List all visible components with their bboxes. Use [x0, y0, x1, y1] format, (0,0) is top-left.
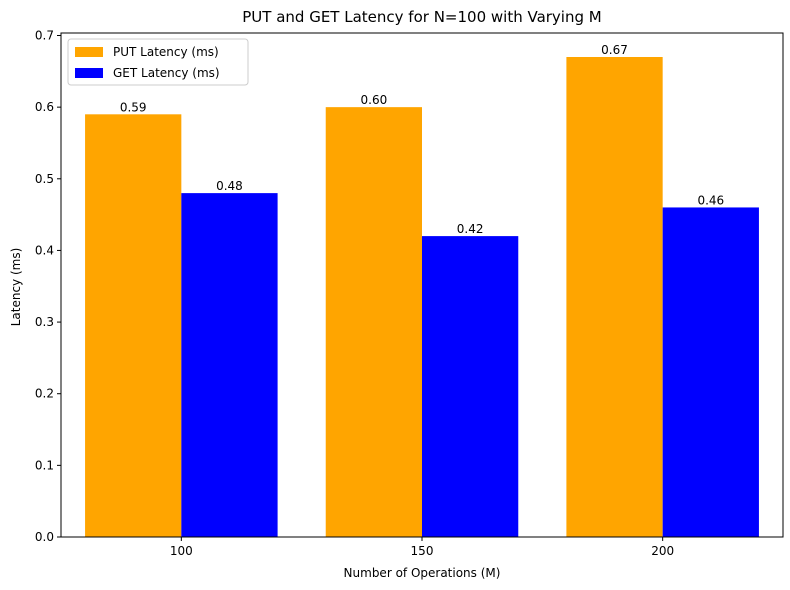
data-label-put-100: 0.59	[120, 100, 147, 114]
bar-put-200	[566, 57, 663, 537]
data-label-put-150: 0.60	[361, 93, 388, 107]
y-tick-label: 0.6	[35, 100, 54, 114]
y-tick-label: 0.0	[35, 530, 54, 544]
y-tick-label: 0.5	[35, 172, 54, 186]
bar-put-150	[325, 107, 422, 537]
y-axis-label: Latency (ms)	[9, 248, 23, 327]
x-axis-label: Number of Operations (M)	[344, 566, 501, 580]
data-label-get-100: 0.48	[216, 179, 243, 193]
legend-swatch-put	[75, 47, 103, 57]
x-tick-label: 150	[411, 544, 434, 558]
y-tick-label: 0.1	[35, 458, 54, 472]
bar-put-100	[85, 114, 182, 538]
bar-get-200	[662, 207, 759, 537]
plot-area: 0.59 0.60 0.67 0.48 0.42 0.46 0.0 0.1 0.2 0.3 0.4 0…	[35, 29, 784, 558]
legend: PUT Latency (ms) GET Latency (ms)	[67, 38, 249, 86]
data-label-put-200: 0.67	[601, 43, 628, 57]
data-label-get-200: 0.46	[697, 193, 724, 207]
data-label-get-150: 0.42	[457, 222, 484, 236]
x-tick-label: 100	[170, 544, 193, 558]
y-tick-label: 0.3	[35, 315, 54, 329]
y-tick-label: 0.2	[35, 387, 54, 401]
legend-label-put: PUT Latency (ms)	[113, 45, 219, 59]
x-tick-label: 200	[651, 544, 674, 558]
bar-get-100	[181, 193, 278, 538]
legend-label-get: GET Latency (ms)	[113, 66, 220, 80]
bar-get-150	[422, 236, 519, 537]
chart-title: PUT and GET Latency for N=100 with Varyi…	[242, 8, 601, 26]
y-tick-label: 0.4	[35, 243, 54, 257]
y-tick-label: 0.7	[35, 29, 54, 43]
legend-swatch-get	[75, 68, 103, 78]
legend-box	[67, 38, 249, 86]
